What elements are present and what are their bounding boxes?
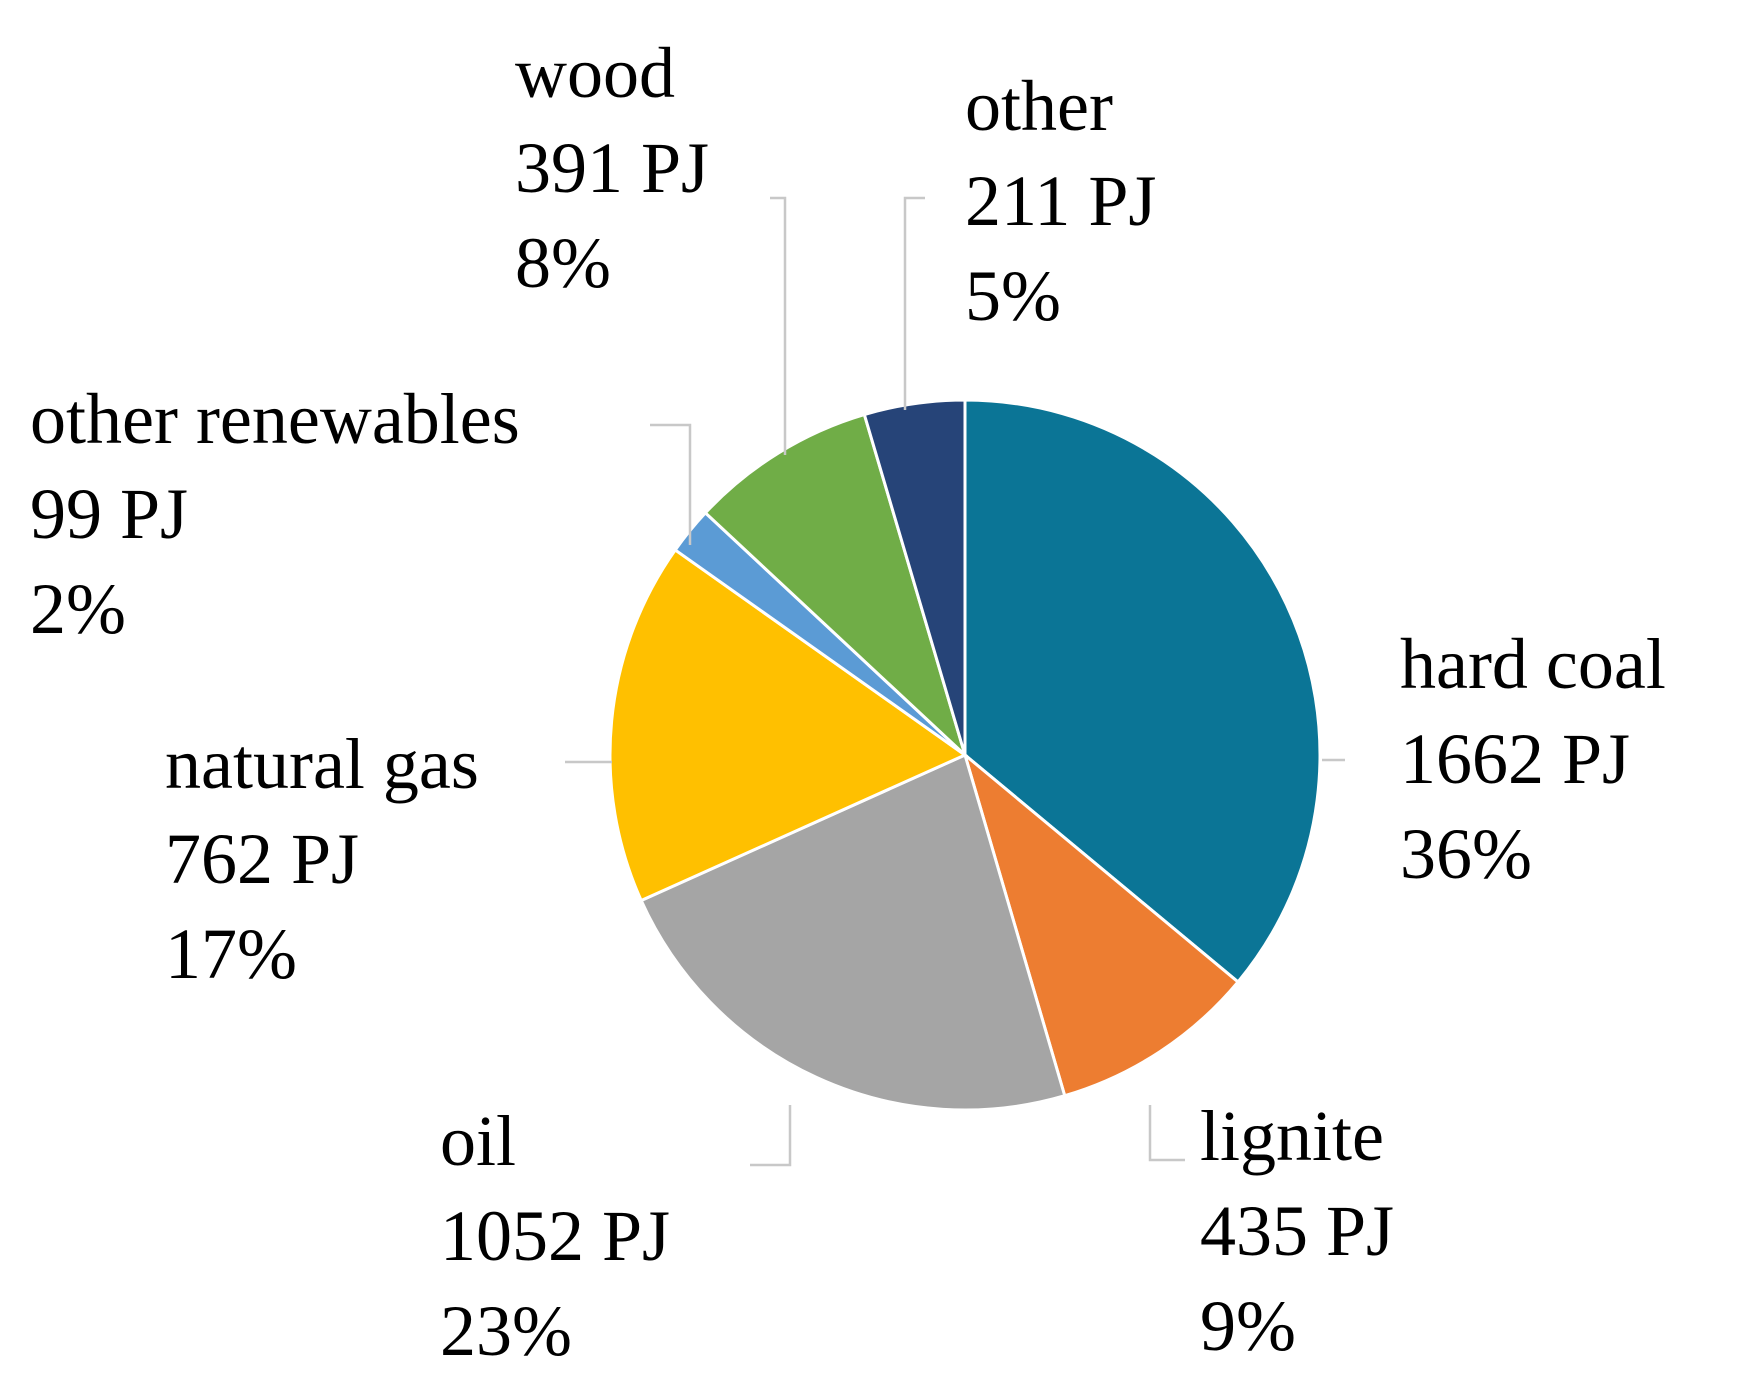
slice-label-lignite: lignite 435 PJ 9% (1200, 1096, 1394, 1366)
leader-line-lignite (1148, 1105, 1185, 1162)
slice-name-natural-gas: natural gas (165, 724, 479, 804)
slice-percent-natural-gas: 17% (165, 914, 297, 994)
leader-line-wood (770, 196, 787, 455)
slice-percent-hard-coal: 36% (1400, 814, 1532, 894)
slice-label-other-renewables: other renewables 99 PJ 2% (30, 379, 520, 649)
slice-label-wood: wood 391 PJ 8% (515, 33, 709, 303)
slice-percent-lignite: 9% (1200, 1286, 1296, 1366)
slice-value-other-renewables: 99 PJ (30, 474, 188, 554)
slice-label-oil: oil 1052 PJ 23% (440, 1101, 670, 1371)
slice-percent-other: 5% (965, 256, 1061, 336)
slice-name-hard-coal: hard coal (1400, 624, 1666, 704)
slice-percent-oil: 23% (440, 1291, 572, 1371)
pie-slice-hard-coal (963, 398, 1322, 985)
slice-name-wood: wood (515, 33, 675, 113)
slice-value-oil: 1052 PJ (440, 1196, 670, 1276)
slice-value-hard-coal: 1662 PJ (1400, 719, 1630, 799)
slice-percent-other-renewables: 2% (30, 569, 126, 649)
pie-slice-wood (703, 412, 968, 760)
slice-name-other-renewables: other renewables (30, 379, 520, 459)
slice-label-natural-gas: natural gas 762 PJ 17% (165, 724, 479, 994)
slice-percent-wood: 8% (515, 223, 611, 303)
pie-slice-lignite (962, 750, 1241, 1098)
pie-slice-natural-gas (608, 547, 969, 903)
leader-lines (565, 196, 1345, 1167)
slice-value-natural-gas: 762 PJ (165, 819, 359, 899)
slice-labels: hard coal 1662 PJ 36% lignite 435 PJ 9% oil 105… (30, 33, 1666, 1371)
slice-name-oil: oil (440, 1101, 516, 1181)
pie-slice-oil (639, 752, 1067, 1112)
slice-label-hard-coal: hard coal 1662 PJ 36% (1400, 624, 1666, 894)
slice-value-wood: 391 PJ (515, 128, 709, 208)
slice-label-other: other 211 PJ 5% (965, 66, 1156, 336)
slice-name-other: other (965, 66, 1113, 146)
pie-slice-other (862, 398, 967, 756)
leader-line-other-renewables (650, 423, 692, 545)
slice-name-lignite: lignite (1200, 1096, 1384, 1176)
slice-value-other: 211 PJ (965, 161, 1156, 241)
pie-slices (608, 398, 1322, 1112)
slice-value-lignite: 435 PJ (1200, 1191, 1394, 1271)
leader-line-other (903, 196, 925, 410)
leader-line-oil (750, 1105, 792, 1167)
